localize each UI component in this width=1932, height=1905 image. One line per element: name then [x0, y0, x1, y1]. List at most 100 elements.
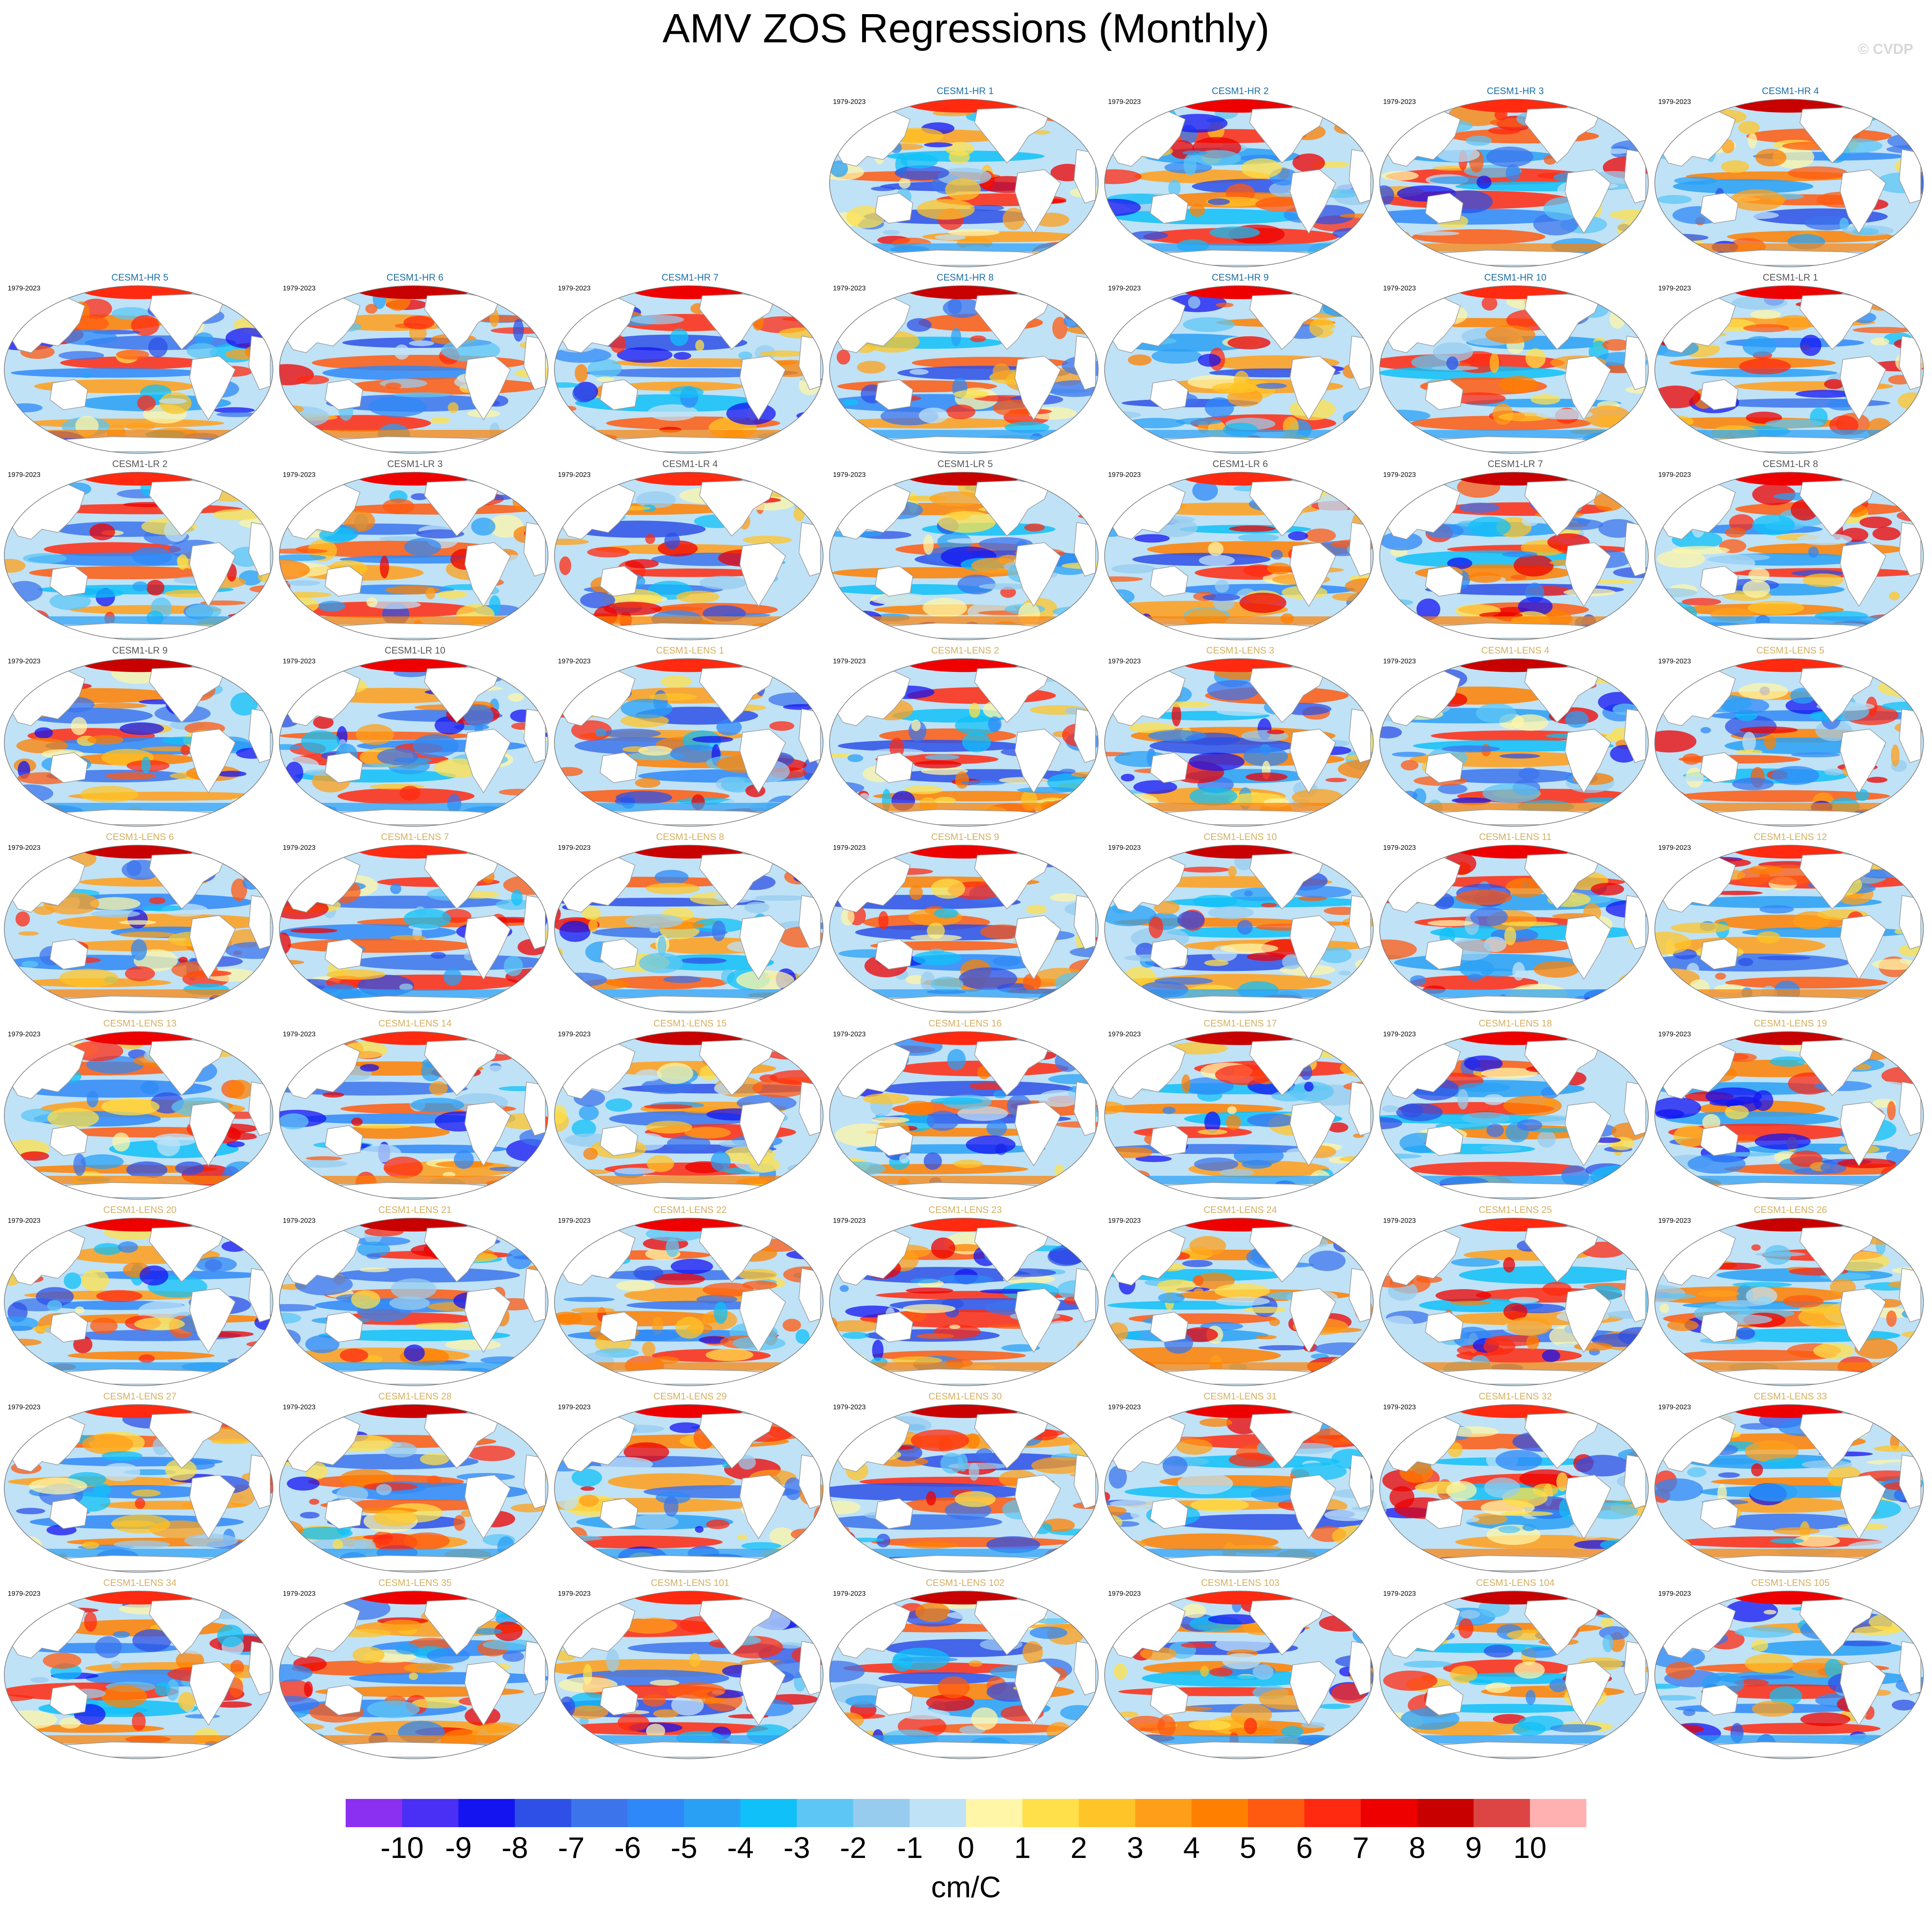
australia-landmass [49, 938, 88, 970]
anomaly-blob [1105, 1410, 1122, 1429]
colorbar [346, 1799, 1586, 1827]
anomaly-blob [962, 732, 991, 752]
anomaly-blob [1288, 531, 1308, 541]
anomaly-blob [23, 1042, 50, 1051]
anomaly-blob [931, 879, 965, 899]
anomaly-blob [604, 602, 662, 615]
anomaly-blob [1182, 317, 1235, 332]
map-field [4, 1404, 273, 1573]
anomaly-blob [182, 1648, 220, 1654]
anomaly-blob [903, 1304, 956, 1313]
anomaly-blob [1788, 166, 1848, 180]
panel-title: CESM1-LENS 19 [1754, 1018, 1827, 1029]
anomaly-band [22, 418, 225, 428]
greenland-landmass [499, 1408, 522, 1422]
map-panel: CESM1-LR 5 1979-2023 [828, 459, 1102, 642]
map-field [829, 99, 1099, 267]
anomaly-blob [82, 1541, 99, 1549]
anomaly-blob [1852, 327, 1911, 333]
colorbar-swatch [684, 1799, 741, 1827]
map-field [1379, 285, 1649, 454]
anomaly-blob [59, 969, 119, 988]
anomaly-blob [1200, 1665, 1209, 1677]
anomaly-band [1725, 976, 1888, 989]
anomaly-blob [1244, 890, 1253, 896]
anomaly-blob [971, 1707, 998, 1730]
anomaly-blob [1230, 1704, 1272, 1726]
map-border [1104, 285, 1374, 454]
panel-period: 1979-2023 [833, 1217, 866, 1225]
colorbar-swatch [346, 1799, 403, 1827]
panel-period: 1979-2023 [833, 285, 866, 292]
anomaly-blob [773, 426, 818, 430]
anomaly-blob [131, 1489, 161, 1497]
anomaly-blob [1748, 568, 1770, 583]
southern-ocean-anomaly [1105, 803, 1373, 811]
australia-landmass [874, 1684, 913, 1716]
anomaly-blob [1740, 1423, 1775, 1430]
anomaly-blob [80, 786, 139, 803]
panel-title: CESM1-LENS 21 [378, 1204, 452, 1215]
map-border [1654, 1218, 1924, 1386]
anomaly-blob [514, 1730, 548, 1751]
map-border [279, 1031, 548, 1200]
map-panel: CESM1-LENS 1 1979-2023 [553, 645, 827, 829]
anomaly-blob [1655, 117, 1675, 122]
anomaly-blob [749, 1157, 780, 1173]
anomaly-blob [74, 1306, 85, 1314]
anomaly-blob [633, 1266, 664, 1281]
south-america-landmass [1289, 542, 1336, 607]
anomaly-blob [1764, 1458, 1808, 1469]
anomaly-blob [84, 1612, 97, 1632]
panel-period: 1979-2023 [283, 1404, 316, 1411]
anomaly-blob [926, 1111, 959, 1131]
greenland-landmass [1875, 1221, 1897, 1236]
anomaly-blob [4, 559, 26, 573]
anomaly-blob [515, 1728, 532, 1737]
greenland-landmass [1325, 1035, 1347, 1049]
anomaly-blob [391, 1278, 437, 1300]
anomaly-blob [913, 951, 962, 966]
map-panel: CESM1-HR 6 1979-2023 [278, 272, 552, 456]
anomaly-blob [1655, 730, 1697, 753]
south-america-landmass [1014, 1661, 1061, 1726]
arctic-anomaly [629, 1218, 748, 1232]
south-america-landmass [189, 728, 236, 794]
arctic-anomaly [629, 1405, 748, 1418]
anomaly-blob [520, 1364, 538, 1380]
panel-period: 1979-2023 [283, 658, 316, 665]
anomaly-blob [1190, 1498, 1249, 1512]
anomaly-blob [1725, 1600, 1778, 1622]
anomaly-blob [1003, 1274, 1055, 1284]
greenland-landmass [1325, 1221, 1347, 1236]
anomaly-blob [503, 1608, 548, 1616]
arctic-anomaly [354, 286, 473, 299]
panel-title: CESM1-LR 10 [385, 645, 445, 656]
anomaly-blob [1503, 1095, 1562, 1116]
anomaly-blob [1615, 860, 1636, 870]
anomaly-blob [638, 745, 673, 756]
map-border [4, 1031, 273, 1200]
anomaly-blob [1055, 1050, 1080, 1072]
australia-landmass [324, 1684, 363, 1716]
map-field [4, 1031, 273, 1200]
anomaly-blob [1481, 1068, 1538, 1079]
anomaly-band [871, 1537, 1072, 1547]
anomaly-blob [993, 363, 1010, 379]
south-america-landmass [1565, 355, 1612, 421]
panel-period: 1979-2023 [1108, 285, 1141, 292]
anomaly-blob [614, 1168, 656, 1174]
anomaly-blob [216, 412, 257, 417]
anomaly-blob [695, 340, 705, 352]
southern-ocean-anomaly [4, 989, 273, 998]
anomaly-blob [1655, 234, 1709, 242]
australia-landmass [1150, 565, 1188, 597]
anomaly-blob [427, 1475, 442, 1485]
australia-landmass [324, 1125, 363, 1156]
anomaly-blob [80, 1269, 109, 1291]
anomaly-blob [80, 1154, 124, 1169]
anomaly-blob [1395, 423, 1413, 437]
anomaly-band [322, 365, 479, 380]
map-panel: CESM1-HR 3 1979-2023 [1378, 86, 1653, 269]
anomaly-blob [1800, 1712, 1851, 1726]
